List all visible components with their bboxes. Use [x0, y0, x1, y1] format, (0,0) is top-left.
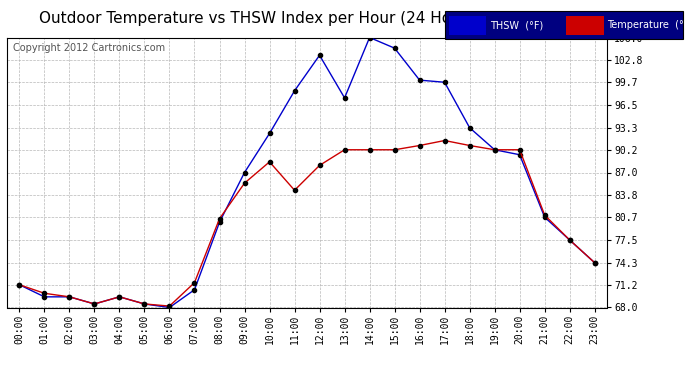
- Text: THSW  (°F): THSW (°F): [490, 21, 543, 30]
- Text: Copyright 2012 Cartronics.com: Copyright 2012 Cartronics.com: [13, 43, 165, 53]
- Text: Outdoor Temperature vs THSW Index per Hour (24 Hours)  20120801: Outdoor Temperature vs THSW Index per Ho…: [39, 11, 568, 26]
- Text: Temperature  (°F): Temperature (°F): [607, 21, 690, 30]
